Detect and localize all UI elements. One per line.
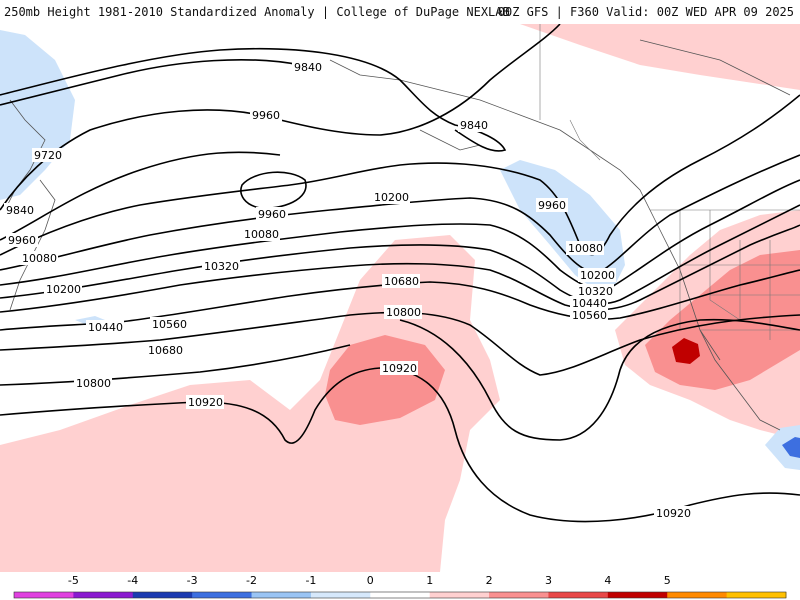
negative-anomaly-asia — [0, 30, 75, 200]
legend-tick-label: -3 — [187, 574, 198, 587]
legend-tick-label: -5 — [68, 574, 79, 587]
contour-label: 10920 — [656, 507, 691, 520]
legend-swatch — [192, 592, 253, 598]
legend-swatch — [310, 592, 371, 598]
legend-color-bar — [13, 591, 787, 599]
legend-swatch — [489, 592, 549, 598]
legend-swatch — [132, 592, 193, 598]
contour-labels: 9840 9840 9840 9720 9960 9960 9960 9960 … — [4, 60, 692, 520]
anomaly-map: 9840 9840 9840 9720 9960 9960 9960 9960 … — [0, 24, 800, 572]
legend-tick-label: 2 — [486, 574, 493, 587]
map-title: 250mb Height 1981-2010 Standardized Anom… — [4, 5, 510, 19]
contour-label: 9960 — [538, 199, 566, 212]
contour-label: 10320 — [578, 285, 613, 298]
contour-label: 10080 — [244, 228, 279, 241]
positive-anomaly-region-north — [520, 24, 800, 90]
legend-tick-label: 0 — [367, 574, 374, 587]
contour-label: 10920 — [188, 396, 223, 409]
legend-tick-labels: -5 -4 -3 -2 -1 0 1 2 3 4 5 — [68, 574, 671, 587]
legend-tick-label: -1 — [305, 574, 316, 587]
coastlines — [4, 39, 791, 431]
negative-anomaly-mexico — [765, 425, 800, 470]
legend-tick-label: 1 — [426, 574, 433, 587]
contour-label: 9840 — [6, 204, 34, 217]
positive-anomaly-region-central-pacific — [0, 235, 500, 572]
model-run-info: 00Z GFS | F360 Valid: 00Z WED APR 09 202… — [497, 5, 794, 19]
positive-anomaly-mid-pacific — [325, 335, 445, 425]
legend-swatch — [429, 592, 490, 598]
contour-label: 10680 — [384, 275, 419, 288]
legend-swatch — [73, 592, 134, 598]
legend-tick-label: 4 — [604, 574, 611, 587]
contour-label: 10200 — [374, 191, 409, 204]
anomaly-color-legend: -5 -4 -3 -2 -1 0 1 2 3 4 5 — [0, 572, 800, 600]
legend-tick-label: -2 — [246, 574, 257, 587]
legend-tick-label: -4 — [127, 574, 138, 587]
contour-label: 10320 — [204, 260, 239, 273]
contour-label: 10200 — [46, 283, 81, 296]
legend-swatch — [726, 592, 787, 598]
positive-anomaly-max-california — [672, 338, 700, 364]
contour-label: 10560 — [572, 309, 607, 322]
negative-anomaly-mexico-core — [782, 437, 800, 458]
legend-swatch — [370, 592, 431, 598]
contour-label: 9840 — [460, 119, 488, 132]
contour-label: 10800 — [386, 306, 421, 319]
legend-swatch — [251, 592, 312, 598]
contour-label: 9960 — [252, 109, 280, 122]
contour-label: 10800 — [76, 377, 111, 390]
contour-label: 10440 — [88, 321, 123, 334]
contour-label: 10200 — [580, 269, 615, 282]
legend-tick-label: 5 — [664, 574, 671, 587]
legend-swatch — [548, 592, 609, 598]
contour-label: 10440 — [572, 297, 607, 310]
contour-label: 10560 — [152, 318, 187, 331]
legend-tick-label: 3 — [545, 574, 552, 587]
legend-swatch — [607, 592, 668, 598]
contour-label: 9960 — [8, 234, 36, 247]
legend-swatch — [14, 592, 74, 598]
contour-label: 9720 — [34, 149, 62, 162]
negative-anomaly-gulf-alaska — [500, 160, 625, 290]
contour-label: 9960 — [258, 208, 286, 221]
map-header: 250mb Height 1981-2010 Standardized Anom… — [0, 0, 800, 24]
political-boundaries — [539, 24, 800, 340]
contour-label: 10080 — [22, 252, 57, 265]
contour-label: 10080 — [568, 242, 603, 255]
contour-label: 10920 — [382, 362, 417, 375]
contour-label: 9840 — [294, 61, 322, 74]
legend-outline — [13, 591, 787, 599]
legend-swatch — [667, 592, 728, 598]
contour-label: 10680 — [148, 344, 183, 357]
